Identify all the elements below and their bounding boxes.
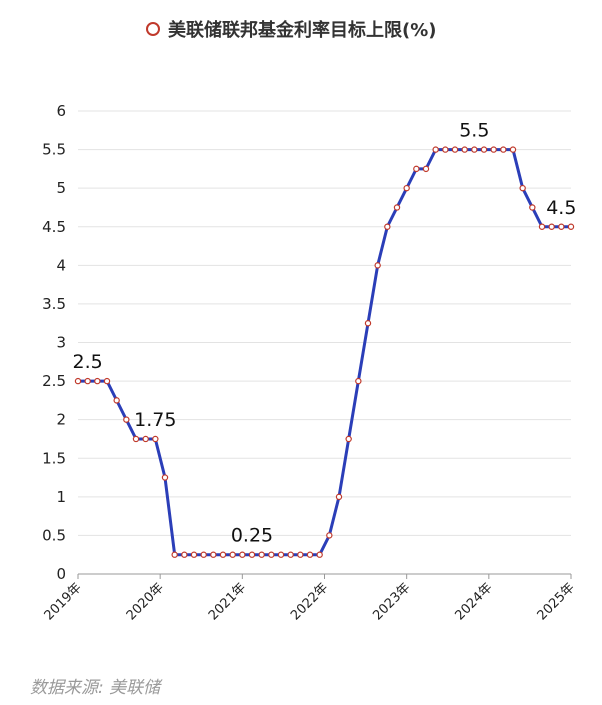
data-labels: 2.5 1.75 0.25 5.5 4.5 [73, 120, 577, 547]
data-point [277, 551, 285, 558]
data-point [432, 146, 439, 153]
data-point [548, 223, 555, 230]
data-point [161, 474, 169, 481]
data-point [500, 146, 507, 153]
data-point [558, 223, 565, 230]
x-axis: 2019年 2020年 2021年 2022年 2023年 2024年 2025年 [42, 574, 578, 623]
legend-marker [146, 22, 160, 36]
data-point [152, 435, 159, 443]
y-tick-label: 0.5 [42, 526, 66, 544]
data-point [519, 184, 526, 192]
y-tick-label: 2.5 [42, 372, 66, 390]
y-tick-label: 1.5 [42, 449, 66, 467]
data-point [529, 204, 536, 211]
data-point [364, 320, 372, 327]
data-label: 2.5 [73, 351, 103, 373]
data-point [103, 377, 111, 385]
data-label: 1.75 [134, 409, 176, 431]
series-line [78, 148, 571, 557]
data-point [190, 551, 198, 558]
data-point [94, 377, 101, 385]
data-label: 0.25 [231, 525, 273, 547]
data-point [113, 397, 120, 404]
data-point [538, 223, 546, 230]
data-point [393, 204, 401, 211]
data-point [297, 551, 304, 558]
data-point [345, 435, 352, 443]
gridlines [78, 110, 571, 575]
x-tick-label: 2023年 [370, 580, 413, 623]
data-point [268, 551, 275, 558]
source-note: 数据来源: 美联储 [30, 678, 161, 698]
data-label: 5.5 [459, 120, 489, 142]
y-tick-label: 1 [56, 488, 66, 506]
data-point [461, 146, 468, 153]
x-tick-label: 2025年 [535, 580, 578, 623]
data-point [219, 551, 227, 558]
data-point [335, 493, 343, 501]
y-axis: 0 0.5 1 1.5 2 2.5 3 3.5 4 4.5 5 5.5 6 [42, 102, 66, 583]
data-point [316, 551, 323, 558]
data-point [471, 146, 478, 153]
y-tick-label: 5 [56, 179, 66, 197]
y-tick-label: 0 [56, 565, 66, 583]
y-tick-label: 3.5 [42, 295, 66, 313]
data-point [451, 146, 459, 153]
data-point [413, 165, 420, 173]
data-point [567, 223, 575, 230]
data-point [480, 146, 488, 153]
data-point [384, 223, 391, 230]
y-tick-label: 2 [56, 411, 66, 429]
data-point [200, 551, 207, 558]
data-point [210, 551, 217, 558]
x-tick-label: 2021年 [206, 580, 249, 623]
data-point [123, 416, 130, 423]
legend: 美联储联邦基金利率目标上限(%) [146, 19, 437, 41]
data-point [132, 435, 140, 443]
data-point [422, 165, 430, 173]
data-point [490, 146, 497, 153]
data-point [248, 551, 256, 558]
x-tick-label: 2022年 [288, 580, 331, 623]
data-point [287, 551, 294, 558]
y-tick-label: 3 [56, 334, 66, 352]
data-point [403, 184, 410, 192]
data-point [442, 146, 449, 153]
data-point [229, 551, 236, 558]
data-point [142, 435, 149, 443]
data-point [509, 146, 517, 153]
data-point [355, 377, 362, 385]
x-tick-label: 2024年 [452, 580, 495, 623]
data-point [74, 377, 82, 385]
data-point [306, 551, 314, 558]
y-tick-label: 5.5 [42, 141, 66, 159]
data-point [181, 551, 188, 558]
data-point [171, 551, 178, 558]
data-point [239, 551, 246, 558]
data-label: 4.5 [546, 197, 576, 219]
chart-title: 美联储联邦基金利率目标上限(%) [168, 19, 437, 41]
y-tick-label: 4.5 [42, 218, 66, 236]
data-point [374, 262, 381, 269]
data-point [258, 551, 265, 558]
y-tick-label: 4 [56, 256, 66, 274]
data-point [84, 377, 91, 385]
y-tick-label: 6 [56, 102, 66, 120]
series [74, 146, 575, 558]
x-tick-label: 2019年 [42, 580, 85, 623]
x-tick-label: 2020年 [124, 580, 167, 623]
data-point [326, 532, 333, 539]
